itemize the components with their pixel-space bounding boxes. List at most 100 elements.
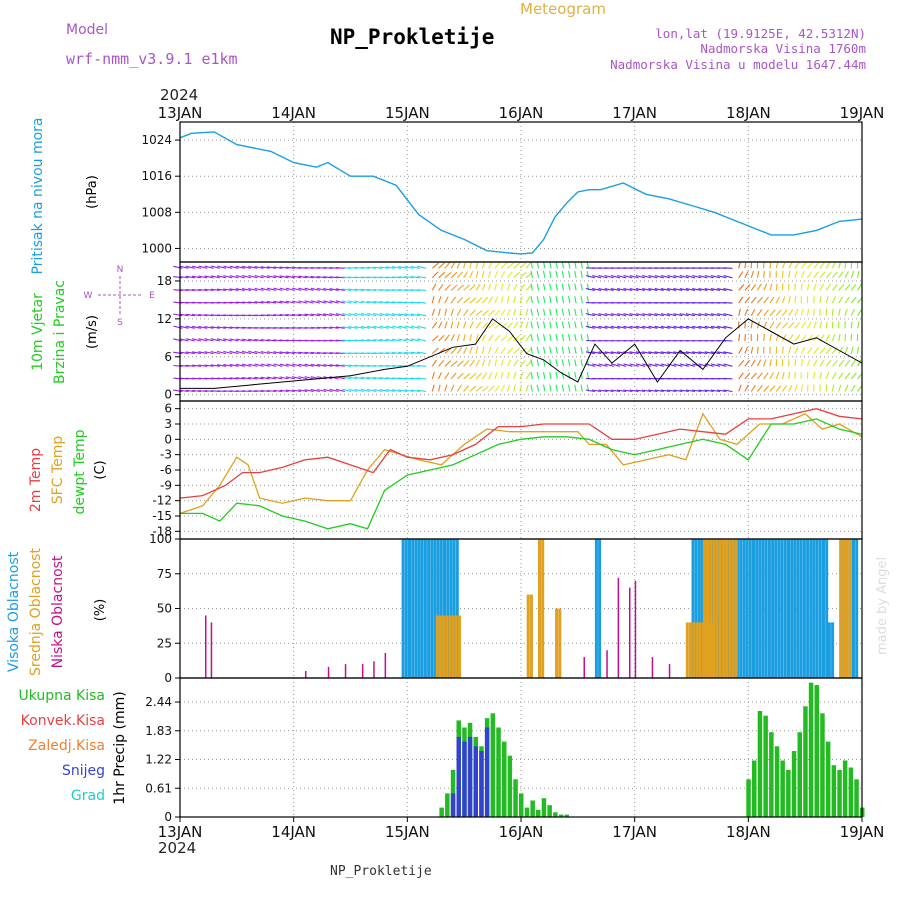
cloud-unit-label: (%) <box>93 599 108 622</box>
y-tick-label: 0 <box>164 432 172 446</box>
bottom-time-axis: 13JAN 14JAN 15JAN 16JAN 17JAN 18JAN 19JAN <box>158 817 885 841</box>
low-cloud-bar <box>384 653 387 678</box>
cloud-bar <box>718 539 722 678</box>
low-cloud-label: Niska Oblacnost <box>50 555 66 668</box>
precip-bar <box>490 713 496 817</box>
precip-panel: 0 0.61 1.22 1.83 2.44 <box>145 677 865 824</box>
bottom-time-label: 13JAN <box>158 823 203 841</box>
y-tick-label: 1008 <box>141 205 172 219</box>
cloud-bar <box>438 615 442 678</box>
temp-dewpt-label: dewpt Temp <box>72 429 88 514</box>
temp-2m-label: 2m Temp <box>28 448 44 512</box>
temp-unit-label: (C) <box>93 460 108 479</box>
precip-bar <box>842 760 848 817</box>
precip-legend-item: Grad <box>71 788 105 804</box>
cloud-bar <box>812 539 816 678</box>
precip-bar <box>519 793 524 817</box>
cloud-bar <box>767 539 771 678</box>
cloud-bar <box>558 608 562 678</box>
elevation-text: Nadmorska Visina 1760m <box>700 41 866 56</box>
cloud-bar <box>712 539 716 678</box>
cloud-bar <box>691 539 695 678</box>
bottom-time-label: 18JAN <box>726 823 771 841</box>
top-time-label: 16JAN <box>499 104 544 122</box>
cloud-bar <box>855 539 859 678</box>
precip-bar <box>502 741 507 817</box>
cloud-bar <box>764 539 768 678</box>
cloud-bar <box>598 539 602 678</box>
svg-text:E: E <box>149 291 155 301</box>
cloud-bar <box>796 539 800 678</box>
cloud-bar <box>806 539 810 678</box>
low-cloud-bar <box>617 577 620 678</box>
y-tick-label: -18 <box>152 524 172 538</box>
cloud-bar <box>752 539 755 678</box>
cloud-bar <box>443 539 446 678</box>
cloud-panel: 0 25 50 75 100 <box>149 532 863 685</box>
top-time-axis: 13JAN 14JAN 15JAN 16JAN 17JAN 18JAN 19JAN <box>158 104 885 122</box>
subtitle: Meteogram <box>520 0 606 18</box>
precip-bar <box>530 800 535 817</box>
cloud-bar <box>701 539 704 678</box>
cloud-bar <box>538 539 541 678</box>
svg-text:N: N <box>117 265 124 275</box>
precip-bar <box>786 769 791 817</box>
svg-text:S: S <box>117 318 123 328</box>
pressure-line <box>179 131 863 255</box>
precip-bar <box>780 760 785 817</box>
cloud-bar <box>433 539 437 678</box>
precip-bar <box>564 814 569 817</box>
precip-bar <box>854 779 859 817</box>
dewpt-temp-line <box>180 418 863 530</box>
y-tick-label: 2.44 <box>145 695 172 709</box>
cloud-bar <box>436 539 440 678</box>
cloud-bar <box>780 539 784 678</box>
y-tick-label: -6 <box>160 463 172 477</box>
top-time-label: 15JAN <box>385 104 430 122</box>
coords-text: lon,lat (19.9125E, 42.5312N) <box>655 26 866 41</box>
wind-vectors <box>173 261 864 393</box>
y-tick-label: 1.22 <box>145 753 172 767</box>
cloud-bar <box>839 539 843 678</box>
precip-bar <box>763 715 768 817</box>
precip-bar <box>439 807 444 817</box>
y-tick-label: 6 <box>164 402 172 416</box>
y-tick-label: 1024 <box>141 133 172 147</box>
cloud-bar <box>783 539 787 678</box>
top-time-label: 19JAN <box>840 104 885 122</box>
model-elevation-text: Nadmorska Visina u modelu 1647.44m <box>610 57 866 72</box>
snow-bar <box>467 736 473 817</box>
snow-bar <box>456 736 461 817</box>
snow-bar <box>479 751 484 817</box>
y-tick-label: 0 <box>164 810 172 824</box>
year-top: 2024 <box>160 86 198 104</box>
low-cloud-bar <box>327 666 330 678</box>
cloud-bar <box>430 539 434 678</box>
cloud-bar <box>408 539 411 678</box>
precip-bar <box>547 805 552 817</box>
precip-bar <box>814 685 819 817</box>
precip-bar <box>757 711 763 817</box>
cloud-bar <box>445 615 449 678</box>
y-tick-label: 0 <box>164 388 172 402</box>
low-cloud-bar <box>205 615 207 678</box>
y-tick-label: 0.61 <box>145 781 172 795</box>
cloud-bar <box>435 615 439 678</box>
cloud-bar <box>818 539 822 678</box>
cloud-bar <box>414 539 418 678</box>
precip-axis-label: 1hr Precip (mm) <box>112 691 128 804</box>
precip-bar <box>825 741 831 817</box>
y-tick-label: 12 <box>157 312 172 326</box>
sfc-temp-line <box>179 412 863 515</box>
y-tick-label: -9 <box>160 478 172 492</box>
cloud-bar <box>771 539 775 678</box>
precip-bar <box>513 779 518 817</box>
cloud-bar <box>722 539 725 678</box>
precip-legend-item: Konvek.Kisa <box>21 713 105 729</box>
cloud-bar <box>702 539 706 678</box>
precip-bar <box>848 767 854 817</box>
cloud-bar <box>454 615 458 678</box>
cloud-bar <box>451 615 455 678</box>
cloud-bar <box>842 539 846 678</box>
bottom-time-label: 19JAN <box>840 823 885 841</box>
